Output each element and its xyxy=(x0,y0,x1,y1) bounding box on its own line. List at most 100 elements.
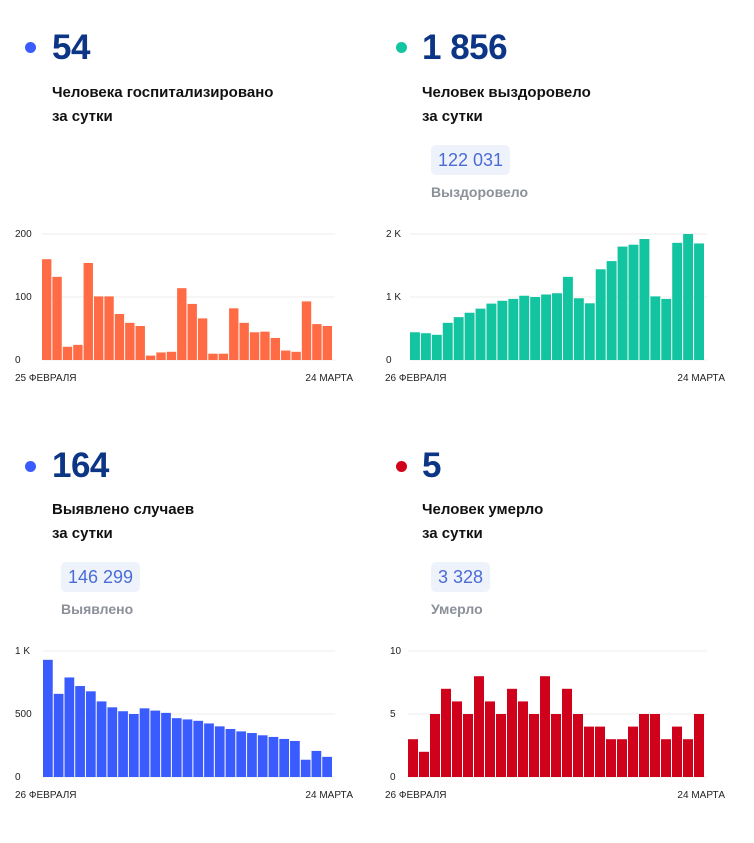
bar-chart: 0 5 10 26 ФЕВРАЛЯ 24 МАРТА xyxy=(385,646,725,801)
bar xyxy=(75,686,85,777)
bar xyxy=(52,276,62,360)
bar xyxy=(125,322,135,360)
y-tick-label: 2 K xyxy=(386,229,401,240)
bar xyxy=(420,333,431,360)
y-tick-label: 0 xyxy=(15,772,21,783)
bar xyxy=(107,707,118,777)
bar xyxy=(507,688,517,777)
bar xyxy=(96,701,107,777)
bar xyxy=(182,719,193,777)
bar xyxy=(617,739,627,777)
bar xyxy=(606,739,616,777)
bar xyxy=(518,701,528,777)
bar xyxy=(496,714,506,777)
bar xyxy=(430,714,440,777)
bar xyxy=(540,676,550,777)
bar xyxy=(639,239,650,360)
bar-chart: 0 500 1 K 26 ФЕВРАЛЯ 24 МАРТА xyxy=(15,646,353,801)
bar xyxy=(114,314,125,360)
bar xyxy=(208,353,218,360)
bar xyxy=(408,739,418,777)
bar xyxy=(166,351,177,360)
bar xyxy=(193,720,204,777)
daily-value: 5 xyxy=(422,446,441,485)
bar xyxy=(529,714,539,777)
bar xyxy=(104,296,114,360)
bar xyxy=(595,269,606,360)
x-start-label: 26 ФЕВРАЛЯ xyxy=(385,790,447,801)
y-tick-label: 10 xyxy=(390,646,402,657)
x-end-label: 24 МАРТА xyxy=(305,373,353,384)
y-tick-label: 0 xyxy=(386,355,392,366)
bar xyxy=(552,293,562,360)
bar xyxy=(628,726,638,777)
description-line1: Человек выздоровело xyxy=(422,84,591,101)
bar-chart: 0 100 200 25 ФЕВРАЛЯ 24 МАРТА xyxy=(15,229,353,384)
bar xyxy=(64,677,75,777)
bar xyxy=(135,325,145,360)
y-tick-label: 1 K xyxy=(15,646,30,657)
panel-cases: 164 Выявлено случаев за сутки 146 299 Вы… xyxy=(0,420,377,840)
bar xyxy=(683,234,694,360)
bar xyxy=(617,246,628,360)
bar xyxy=(694,243,704,360)
panel-deaths: 5 Человек умерло за сутки 3 328 Умерло 0… xyxy=(377,420,754,840)
bar xyxy=(584,726,594,777)
y-tick-label: 0 xyxy=(390,772,396,783)
y-tick-label: 100 xyxy=(15,292,32,303)
bullet-icon xyxy=(396,42,407,53)
bar xyxy=(551,714,561,777)
bar xyxy=(463,714,473,777)
bar xyxy=(150,710,161,777)
description-line2: за сутки xyxy=(52,108,113,125)
panel-hospitalized: 54 Человека госпитализировано за сутки 0… xyxy=(0,0,377,420)
bar xyxy=(118,711,128,777)
bar xyxy=(300,759,311,777)
bar xyxy=(260,331,270,360)
bar xyxy=(442,322,453,360)
total-badge: 122 031 xyxy=(431,145,511,175)
bar xyxy=(628,244,639,360)
bar xyxy=(672,242,683,360)
total-badge: 146 299 xyxy=(61,562,141,592)
bar xyxy=(519,295,530,360)
panel-recovered: 1 856 Человек выздоровело за сутки 122 0… xyxy=(377,0,754,420)
bar xyxy=(197,318,208,360)
bar xyxy=(672,726,682,777)
bar xyxy=(225,728,236,777)
bar xyxy=(187,303,197,360)
total-label: Умерло xyxy=(431,601,483,617)
bar xyxy=(530,297,541,360)
description-line2: за сутки xyxy=(422,525,483,542)
bullet-icon xyxy=(25,42,36,53)
bar xyxy=(218,353,229,360)
bar xyxy=(322,325,332,360)
bar xyxy=(83,262,93,360)
x-end-label: 24 МАРТА xyxy=(677,790,725,801)
daily-value: 1 856 xyxy=(422,28,508,67)
bar xyxy=(606,261,617,360)
bar xyxy=(573,298,584,360)
bar xyxy=(145,355,156,360)
x-start-label: 26 ФЕВРАЛЯ xyxy=(15,790,77,801)
bar xyxy=(453,317,464,360)
bar xyxy=(464,312,475,360)
bar xyxy=(694,714,704,777)
y-tick-label: 0 xyxy=(15,355,21,366)
y-tick-label: 1 K xyxy=(386,292,401,303)
bar xyxy=(290,740,300,777)
bar xyxy=(171,718,182,777)
bar xyxy=(584,303,595,360)
bar xyxy=(177,288,187,360)
bar xyxy=(497,300,508,360)
description-line2: за сутки xyxy=(422,108,483,125)
bar xyxy=(128,714,139,777)
bar xyxy=(249,332,260,360)
bar xyxy=(62,346,73,360)
bar xyxy=(73,344,83,360)
total-label: Выявлено xyxy=(61,601,134,617)
bar xyxy=(247,733,257,777)
bar xyxy=(441,688,451,777)
bar xyxy=(214,726,225,777)
